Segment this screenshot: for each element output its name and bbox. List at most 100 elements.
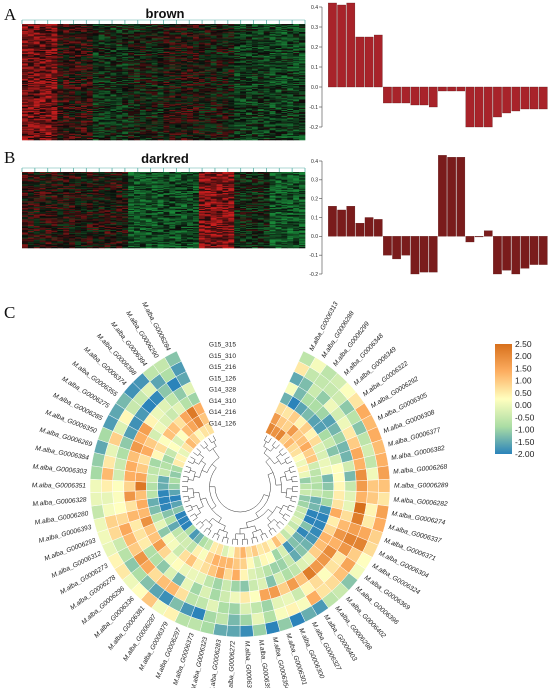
heatmap-cell — [110, 71, 117, 73]
heatmap-cell — [246, 56, 253, 59]
heatmap-cell — [80, 41, 88, 43]
heatmap-cell — [198, 61, 206, 63]
heatmap-cell — [263, 69, 270, 71]
heatmap-cell — [210, 50, 217, 52]
heatmap-cell — [57, 124, 64, 126]
heatmap-cell — [204, 114, 211, 117]
heatmap-cell — [169, 94, 176, 96]
heatmap-cell — [139, 99, 147, 101]
heatmap-cell — [22, 113, 29, 116]
heatmap-cell — [210, 81, 217, 83]
heatmap-cell — [45, 91, 52, 93]
heatmap-cell — [86, 95, 94, 97]
heatmap-cell — [45, 77, 52, 79]
heatmap-cell — [234, 111, 241, 113]
heatmap-cell — [45, 121, 52, 123]
heatmap-cell — [139, 137, 147, 139]
heatmap-cell — [246, 96, 253, 98]
heatmap-cell — [240, 109, 247, 111]
heatmap-cell — [175, 58, 182, 61]
heatmap-cell — [169, 38, 176, 40]
heatmap-cell — [210, 40, 217, 42]
heatmap-cell — [22, 44, 29, 46]
heatmap-cell — [69, 102, 76, 104]
heatmap-cell — [198, 114, 206, 117]
heatmap-cell — [122, 69, 129, 71]
heatmap-cell — [92, 71, 99, 73]
heatmap-cell — [234, 39, 241, 41]
heatmap-cell — [51, 105, 58, 107]
heatmap-cell — [175, 30, 182, 33]
heatmap-cell — [57, 49, 64, 51]
heatmap-cell — [110, 102, 117, 104]
heatmap-cell — [198, 50, 206, 52]
heatmap-cell — [240, 43, 247, 45]
heatmap-cell — [104, 79, 111, 81]
heatmap-cell — [51, 43, 58, 45]
heatmap-cell — [27, 59, 35, 62]
heatmap-cell — [122, 92, 129, 94]
heatmap-cell — [45, 52, 52, 54]
heatmap-cell — [110, 26, 117, 29]
heatmap-cell — [69, 75, 76, 77]
heatmap-cell — [228, 40, 235, 42]
heatmap-cell — [228, 53, 235, 55]
heatmap-cell — [204, 118, 211, 120]
heatmap-cell — [63, 106, 70, 108]
heatmap-cell — [22, 68, 29, 70]
heatmap-cell — [128, 26, 135, 29]
heatmap-cell — [80, 24, 88, 26]
heatmap-cell — [222, 66, 229, 68]
heatmap-cell — [228, 63, 235, 65]
heatmap-cell — [86, 93, 94, 95]
heatmap-cell — [181, 27, 188, 30]
heatmap-cell — [181, 42, 188, 44]
heatmap-cell — [198, 130, 206, 132]
heatmap-cell — [204, 87, 211, 90]
heatmap-cell — [75, 73, 82, 75]
heatmap-cell — [51, 35, 58, 37]
heatmap-cell — [122, 128, 129, 130]
heatmap-cell — [145, 75, 153, 77]
heatmap-cell — [157, 33, 164, 35]
heatmap-cell — [116, 39, 123, 41]
heatmap-cell — [45, 41, 52, 43]
heatmap-cell — [27, 53, 35, 55]
heatmap-cell — [198, 109, 206, 111]
heatmap-cell — [187, 122, 194, 124]
heatmap-cell — [222, 68, 229, 70]
heatmap-cell — [128, 134, 135, 136]
heatmap-cell — [122, 67, 129, 69]
heatmap-cell — [86, 82, 94, 85]
heatmap-cell — [228, 32, 235, 34]
heatmap-cell — [251, 53, 259, 55]
heatmap-cell — [216, 34, 223, 36]
heatmap-cell — [116, 99, 123, 101]
heatmap-cell — [175, 24, 182, 26]
heatmap-cell — [169, 73, 176, 75]
heatmap-cell — [157, 55, 164, 58]
heatmap-cell — [216, 100, 223, 102]
heatmap-cell — [210, 48, 217, 50]
heatmap-cell — [169, 130, 176, 132]
heatmap-cell — [251, 50, 259, 52]
heatmap-cell — [33, 120, 40, 122]
heatmap-cell — [69, 113, 76, 116]
heatmap-cell — [27, 100, 35, 102]
heatmap-cell — [86, 32, 94, 34]
heatmap-cell — [198, 43, 206, 45]
heatmap-cell — [163, 32, 170, 34]
heatmap-cell — [39, 102, 46, 104]
heatmap-cell — [204, 57, 211, 60]
heatmap-cell — [169, 48, 176, 50]
heatmap-cell — [128, 51, 135, 53]
heatmap-cell — [45, 98, 52, 100]
heatmap-cell — [128, 73, 135, 75]
heatmap-cell — [33, 44, 40, 46]
heatmap-cell — [263, 33, 270, 35]
heatmap-cell — [163, 112, 170, 115]
heatmap-cell — [216, 116, 223, 119]
heatmap-cell — [257, 54, 265, 57]
heatmap-cell — [63, 44, 70, 46]
heatmap-cell — [210, 104, 217, 106]
